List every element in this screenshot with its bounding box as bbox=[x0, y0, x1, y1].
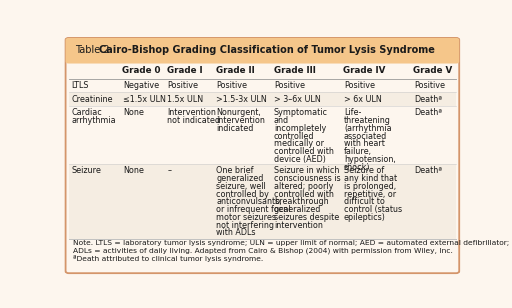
Text: control (status: control (status bbox=[344, 205, 402, 214]
Text: seizure, well: seizure, well bbox=[217, 182, 266, 191]
Bar bbox=[69, 79, 456, 92]
Text: any kind that: any kind that bbox=[344, 174, 397, 183]
Text: device (AED): device (AED) bbox=[274, 155, 326, 164]
Text: associated: associated bbox=[344, 132, 387, 140]
Text: and: and bbox=[274, 116, 289, 125]
Text: Cairo-Bishop Grading Classification of Tumor Lysis Syndrome: Cairo-Bishop Grading Classification of T… bbox=[99, 45, 435, 55]
Text: None: None bbox=[123, 166, 144, 175]
Bar bbox=[69, 92, 456, 106]
Text: Intervention: Intervention bbox=[167, 108, 216, 117]
Text: not interfering: not interfering bbox=[217, 221, 274, 230]
Text: Seizure of: Seizure of bbox=[344, 166, 384, 175]
Text: Nonurgent,: Nonurgent, bbox=[217, 108, 261, 117]
Text: Grade II: Grade II bbox=[216, 66, 255, 75]
Text: One brief: One brief bbox=[217, 166, 254, 175]
Text: None: None bbox=[123, 108, 144, 117]
Text: threatening: threatening bbox=[344, 116, 391, 125]
Text: Creatinine: Creatinine bbox=[72, 95, 113, 104]
Text: difficult to: difficult to bbox=[344, 197, 385, 206]
Text: Seizure in which: Seizure in which bbox=[274, 166, 339, 175]
Bar bbox=[69, 51, 456, 62]
FancyBboxPatch shape bbox=[66, 38, 459, 273]
Text: intervention: intervention bbox=[217, 116, 265, 125]
Text: repetitive, or: repetitive, or bbox=[344, 190, 396, 199]
Text: anticonvulsants,: anticonvulsants, bbox=[217, 197, 282, 206]
Text: ªDeath attributed to clinical tumor lysis syndrome.: ªDeath attributed to clinical tumor lysi… bbox=[73, 255, 263, 262]
Text: ADLs = activities of daily living. Adapted from Cairo & Bishop (2004) with permi: ADLs = activities of daily living. Adapt… bbox=[73, 248, 453, 254]
Text: medically or: medically or bbox=[274, 139, 324, 148]
Text: Grade III: Grade III bbox=[273, 66, 315, 75]
Text: 1.5x ULN: 1.5x ULN bbox=[167, 95, 203, 104]
Text: Deathª: Deathª bbox=[414, 95, 442, 104]
Bar bbox=[69, 106, 456, 164]
Text: Life-: Life- bbox=[344, 108, 361, 117]
Text: Negative: Negative bbox=[123, 81, 159, 90]
Text: Positive: Positive bbox=[274, 81, 305, 90]
Text: > 6x ULN: > 6x ULN bbox=[344, 95, 381, 104]
Text: seizures despite: seizures despite bbox=[274, 213, 339, 222]
Text: incompletely: incompletely bbox=[274, 124, 326, 133]
Text: intervention: intervention bbox=[274, 221, 323, 230]
Text: Positive: Positive bbox=[344, 81, 375, 90]
Text: arrhythmia: arrhythmia bbox=[72, 116, 116, 125]
Text: Cardiac: Cardiac bbox=[72, 108, 102, 117]
Text: breakthrough: breakthrough bbox=[274, 197, 329, 206]
Text: with ADLs: with ADLs bbox=[217, 229, 256, 237]
Text: controlled: controlled bbox=[274, 132, 314, 140]
Text: Positive: Positive bbox=[414, 81, 445, 90]
Text: Grade I: Grade I bbox=[167, 66, 203, 75]
Text: Grade 0: Grade 0 bbox=[122, 66, 161, 75]
Text: ≤1.5x ULN: ≤1.5x ULN bbox=[123, 95, 166, 104]
Text: controlled with: controlled with bbox=[274, 190, 334, 199]
Text: –: – bbox=[167, 166, 172, 175]
Text: shock): shock) bbox=[344, 163, 370, 172]
Text: > 3–6x ULN: > 3–6x ULN bbox=[274, 95, 321, 104]
Text: LTLS: LTLS bbox=[72, 81, 89, 90]
Text: controlled with: controlled with bbox=[274, 147, 334, 156]
Text: Positive: Positive bbox=[217, 81, 247, 90]
Text: Grade V: Grade V bbox=[414, 66, 453, 75]
Text: failure,: failure, bbox=[344, 147, 372, 156]
Text: generalized: generalized bbox=[274, 205, 322, 214]
Text: motor seizures: motor seizures bbox=[217, 213, 276, 222]
Bar bbox=[69, 164, 456, 238]
Text: epileptics): epileptics) bbox=[344, 213, 386, 222]
Text: Grade IV: Grade IV bbox=[344, 66, 386, 75]
Text: Seizure: Seizure bbox=[72, 166, 101, 175]
Text: altered; poorly: altered; poorly bbox=[274, 182, 333, 191]
Text: Note. LTLS = laboratory tumor lysis syndrome; ULN = upper limit of normal; AED =: Note. LTLS = laboratory tumor lysis synd… bbox=[73, 241, 509, 246]
Text: Deathª: Deathª bbox=[414, 108, 442, 117]
Text: Symptomatic: Symptomatic bbox=[274, 108, 328, 117]
Text: with heart: with heart bbox=[344, 139, 385, 148]
Text: consciousness is: consciousness is bbox=[274, 174, 340, 183]
Text: hypotension,: hypotension, bbox=[344, 155, 396, 164]
Text: is prolonged,: is prolonged, bbox=[344, 182, 396, 191]
Text: controlled by: controlled by bbox=[217, 190, 269, 199]
Text: (arrhythmia: (arrhythmia bbox=[344, 124, 392, 133]
Text: Positive: Positive bbox=[167, 81, 198, 90]
Text: >1.5-3x ULN: >1.5-3x ULN bbox=[217, 95, 267, 104]
FancyBboxPatch shape bbox=[66, 38, 459, 63]
Text: Table 2.: Table 2. bbox=[75, 45, 119, 55]
Text: or infrequent focal: or infrequent focal bbox=[217, 205, 291, 214]
Text: not indicated: not indicated bbox=[167, 116, 220, 125]
Text: Deathª: Deathª bbox=[414, 166, 442, 175]
Text: indicated: indicated bbox=[217, 124, 254, 133]
Text: generalized: generalized bbox=[217, 174, 264, 183]
